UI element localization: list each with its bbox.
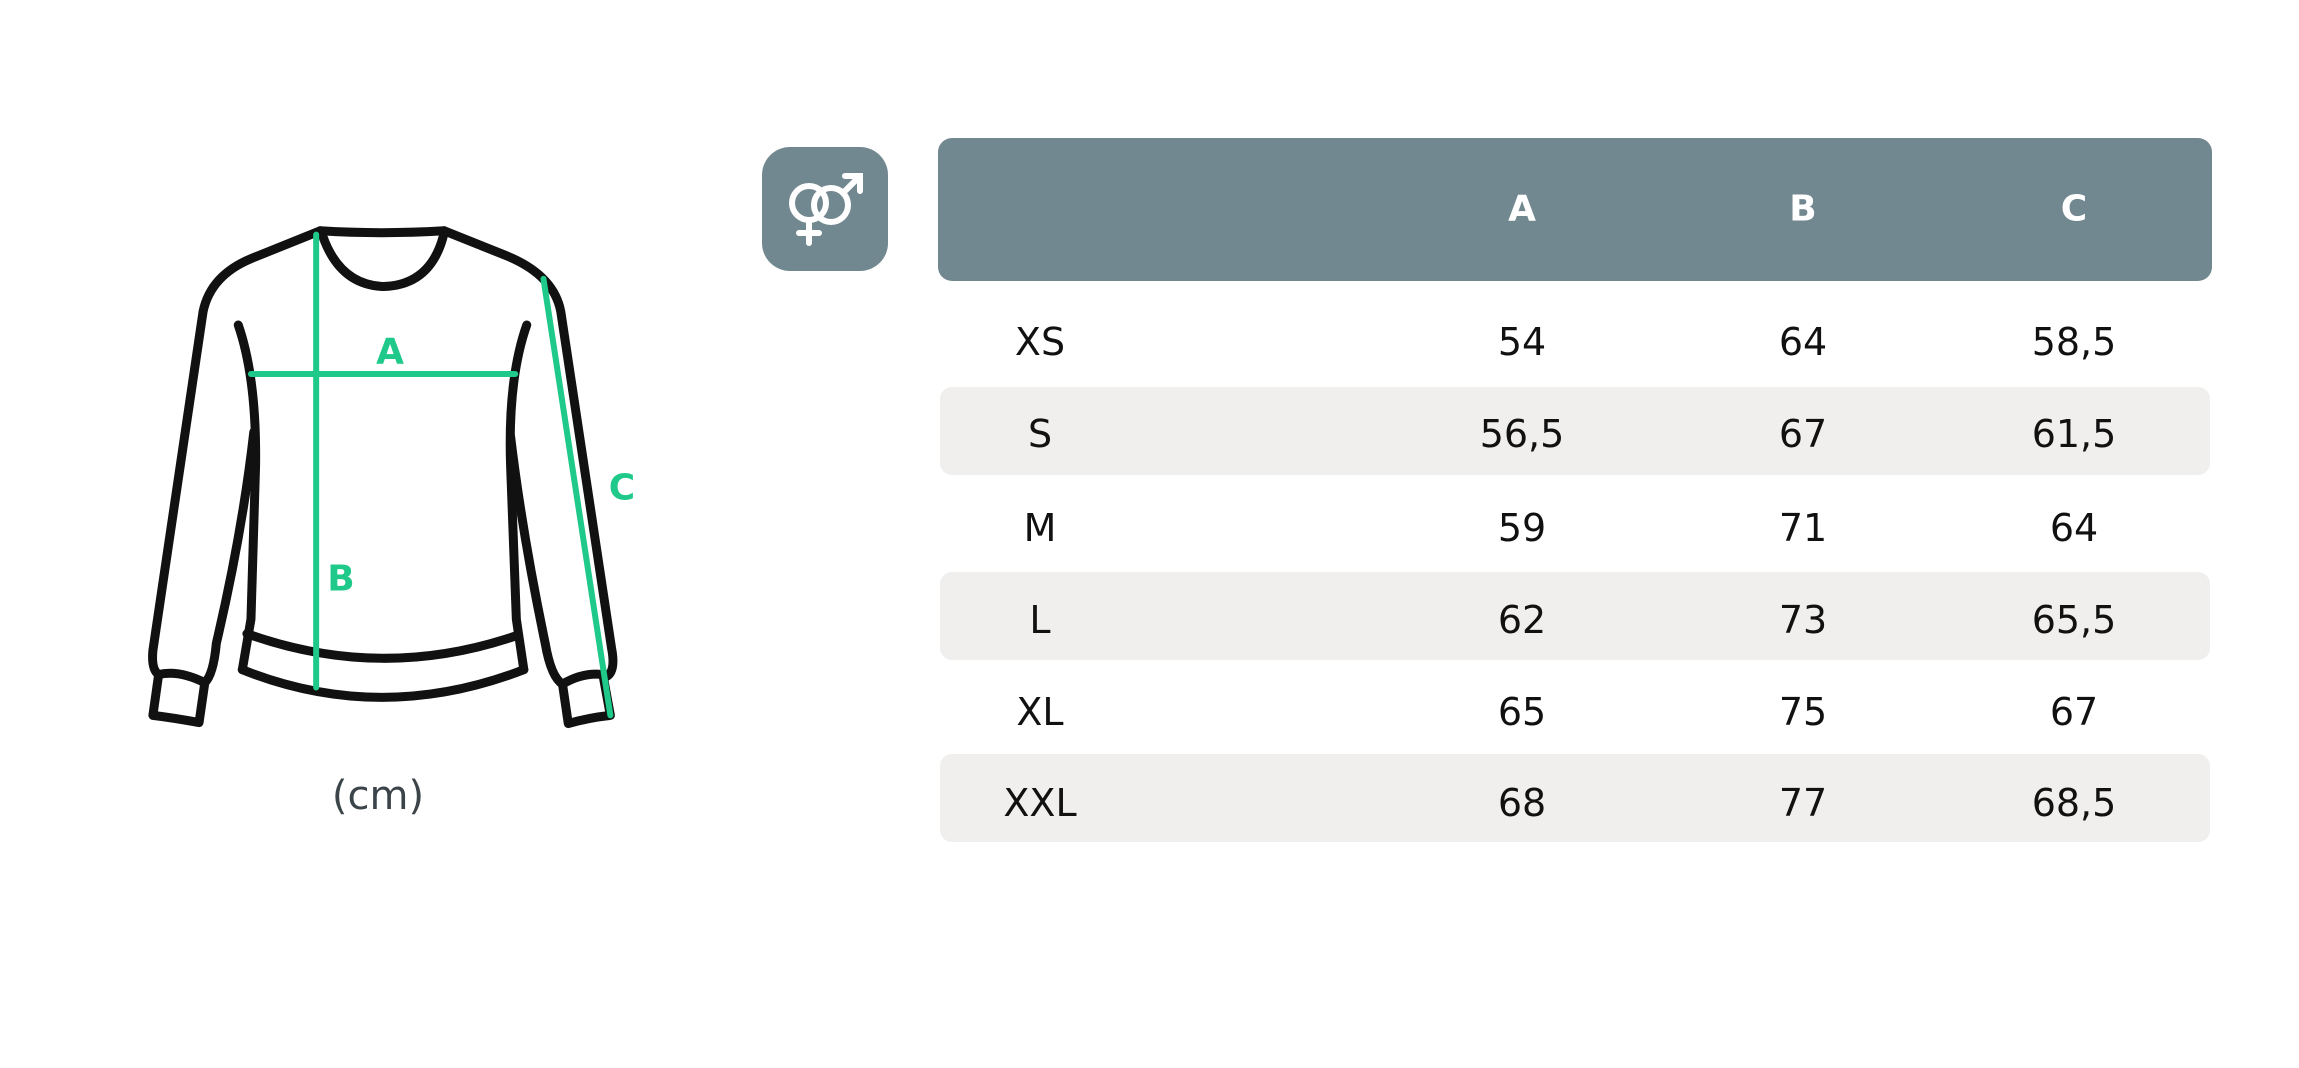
measure-value-a: 59	[1497, 506, 1547, 550]
measure-value-a: 56,5	[1479, 412, 1565, 456]
row-band	[940, 387, 2210, 475]
measure-label-a: A	[376, 331, 404, 373]
measure-value-a: 65	[1497, 690, 1547, 734]
measure-value-b: 73	[1778, 598, 1828, 642]
column-header-b: B	[1789, 188, 1817, 230]
size-label: XS	[1014, 320, 1066, 364]
measure-value-c: 65,5	[2031, 598, 2117, 642]
measure-value-c: 68,5	[2031, 781, 2117, 825]
measure-label-c: C	[608, 467, 636, 509]
measure-value-c: 64	[2049, 506, 2099, 550]
measure-value-c: 61,5	[2031, 412, 2117, 456]
size-label: M	[1023, 506, 1057, 550]
measure-value-b: 64	[1778, 320, 1828, 364]
unit-label: (cm)	[331, 773, 425, 819]
table-header: A B C	[938, 138, 2212, 281]
sweater-outline	[153, 231, 613, 724]
gender-badge	[762, 147, 888, 271]
measure-value-c: 58,5	[2031, 320, 2117, 364]
measure-value-b: 77	[1778, 781, 1828, 825]
size-label: S	[1027, 412, 1053, 456]
column-header-c: C	[2060, 188, 2088, 230]
measure-value-b: 75	[1778, 690, 1828, 734]
row-band	[940, 572, 2210, 660]
column-header-a: A	[1508, 188, 1536, 230]
unisex-male-female-icon	[789, 173, 863, 246]
measure-value-a: 62	[1497, 598, 1547, 642]
sweater-diagram	[0, 100, 900, 850]
measure-value-a: 54	[1497, 320, 1547, 364]
size-label: XL	[1016, 690, 1064, 734]
measure-value-b: 71	[1778, 506, 1828, 550]
measure-line-c	[543, 279, 610, 716]
measure-value-c: 67	[2049, 690, 2099, 734]
measure-label-b: B	[327, 558, 355, 600]
size-label: L	[1029, 598, 1051, 642]
size-label: XXL	[1003, 781, 1077, 825]
measure-value-b: 67	[1778, 412, 1828, 456]
row-band	[940, 754, 2210, 842]
measure-value-a: 68	[1497, 781, 1547, 825]
